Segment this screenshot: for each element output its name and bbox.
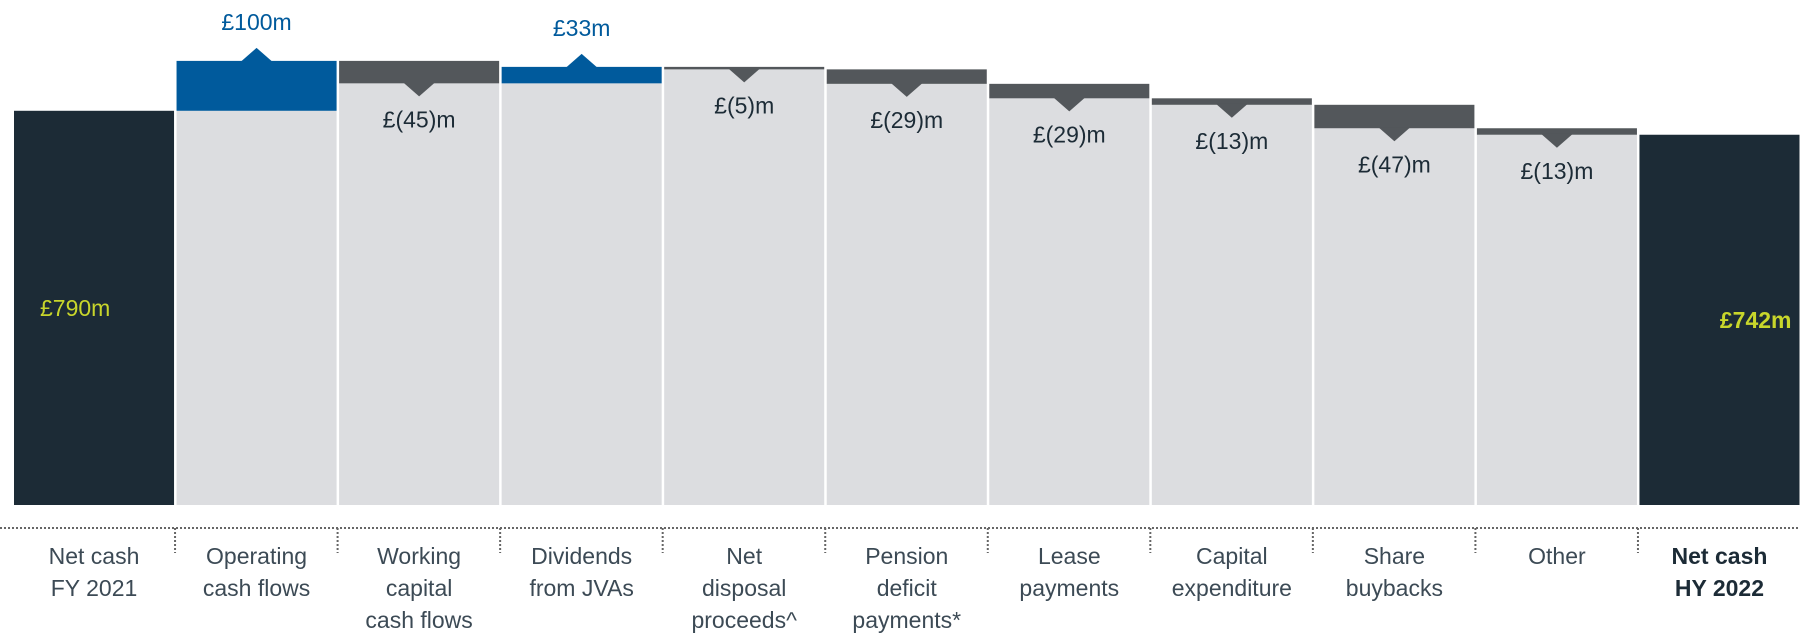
value-label: £33m bbox=[553, 15, 611, 41]
category-label: Dividends bbox=[531, 543, 632, 569]
decrease-bar bbox=[339, 60, 500, 84]
value-label: £(29)m bbox=[1033, 121, 1106, 147]
decrease-bar bbox=[1151, 98, 1312, 105]
category-label: Working bbox=[377, 543, 461, 569]
arrow-down bbox=[1053, 97, 1086, 112]
value-label: £(47)m bbox=[1358, 151, 1431, 177]
decrease-bar bbox=[826, 69, 987, 84]
column-background bbox=[1314, 128, 1475, 505]
decrease-bar bbox=[989, 83, 1150, 99]
category-label: Share bbox=[1364, 543, 1425, 569]
increase-bar bbox=[176, 60, 337, 111]
value-label: £(13)m bbox=[1195, 128, 1268, 154]
arrow-down bbox=[1378, 127, 1411, 142]
value-label: £(13)m bbox=[1521, 158, 1594, 184]
column-background bbox=[664, 69, 825, 506]
category-label: disposal bbox=[702, 575, 786, 601]
column-background bbox=[339, 83, 500, 505]
column-background bbox=[501, 83, 662, 505]
category-label: Other bbox=[1528, 543, 1586, 569]
category-label: Operating bbox=[206, 543, 307, 569]
category-label: payments bbox=[1019, 575, 1119, 601]
category-label: capital bbox=[386, 575, 452, 601]
category-label: cash flows bbox=[203, 575, 310, 601]
arrow-down bbox=[1540, 133, 1573, 148]
value-label: £100m bbox=[221, 9, 291, 35]
value-label: £(45)m bbox=[383, 106, 456, 132]
total-bar bbox=[14, 110, 175, 505]
column-background bbox=[1476, 134, 1637, 505]
category-label: HY 2022 bbox=[1675, 575, 1764, 601]
value-label: £790m bbox=[40, 295, 110, 321]
arrow-down bbox=[890, 82, 923, 97]
category-label: from JVAs bbox=[529, 575, 633, 601]
category-label: buybacks bbox=[1346, 575, 1443, 601]
arrow-down bbox=[403, 82, 436, 97]
category-label: Net cash bbox=[49, 543, 140, 569]
total-bar bbox=[1639, 134, 1800, 505]
column-background bbox=[826, 83, 987, 506]
arrow-down bbox=[1215, 103, 1248, 118]
category-label: deficit bbox=[877, 575, 938, 601]
arrow-up bbox=[565, 53, 598, 68]
column-background bbox=[1151, 104, 1312, 505]
decrease-bar bbox=[1314, 104, 1475, 129]
arrow-up bbox=[240, 47, 273, 62]
increase-bar bbox=[501, 66, 662, 84]
category-label: Capital bbox=[1196, 543, 1268, 569]
value-label: £742m bbox=[1720, 307, 1792, 333]
category-label: Net bbox=[726, 543, 762, 569]
category-label: cash flows bbox=[365, 607, 472, 633]
column-background bbox=[989, 98, 1150, 505]
column-background bbox=[176, 110, 337, 505]
category-label: Lease bbox=[1038, 543, 1101, 569]
decrease-bar bbox=[1476, 128, 1637, 135]
value-label: £(5)m bbox=[714, 92, 774, 118]
category-label: expenditure bbox=[1172, 575, 1292, 601]
category-label: Net cash bbox=[1672, 543, 1768, 569]
category-label: FY 2021 bbox=[51, 575, 138, 601]
arrow-down bbox=[728, 68, 761, 83]
category-label: Pension bbox=[865, 543, 948, 569]
category-label: payments* bbox=[852, 607, 961, 633]
decrease-bar bbox=[664, 66, 825, 70]
category-label: proceeds^ bbox=[691, 607, 797, 633]
value-label: £(29)m bbox=[870, 107, 943, 133]
